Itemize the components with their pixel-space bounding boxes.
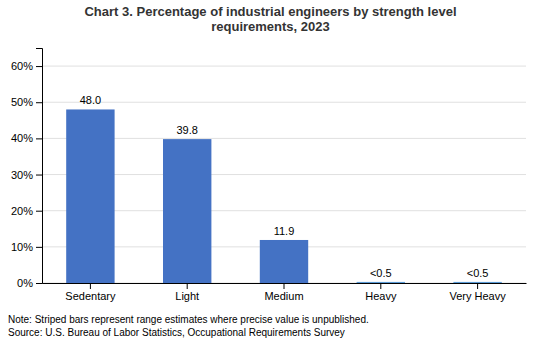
data-label: 48.0 [80,94,101,106]
note: Source: U.S. Bureau of Labor Statistics,… [8,327,345,338]
data-label: <0.5 [467,267,489,279]
x-tick-mark [477,283,478,289]
grid [42,66,526,283]
y-tick-label: 10% [11,241,33,253]
y-tick: 10% [11,241,42,253]
x-tick: Light [175,283,199,302]
y-tick-mark [36,247,42,248]
axis-domain [36,49,43,284]
y-tick: 60% [11,60,42,72]
y-tick-mark [36,66,42,67]
x-tick-label: Very Heavy [449,290,506,302]
chart: Chart 3. Percentage of industrial engine… [0,0,541,345]
note: Note: Striped bars represent range estim… [8,314,369,325]
bar [66,109,114,283]
y-tick-label: 30% [11,169,33,181]
y-tick-mark [36,138,42,139]
x-tick: Very Heavy [449,283,506,302]
x-tick-label: Sedentary [65,290,116,302]
data-label: 11.9 [274,225,295,237]
data-label: 39.8 [176,124,197,136]
bars [66,109,502,283]
title: Chart 3. Percentage of industrial engine… [84,4,456,34]
x-tick-mark [187,283,188,289]
y-tick: 40% [11,132,42,144]
y-tick-label: 0% [17,277,33,289]
y-tick-label: 20% [11,205,33,217]
y-tick-label: 50% [11,96,33,108]
bar [260,240,308,283]
bar [163,139,211,283]
x-tick: Medium [264,283,303,302]
y-axis: 0% 10% 20% 30% 40% 50% 60% [11,49,43,290]
x-tick-mark [380,283,381,289]
x-tick-mark [90,283,91,289]
y-tick: 0% [17,277,42,289]
y-tick: 30% [11,169,42,181]
y-tick-label: 60% [11,60,33,72]
bar [357,282,405,283]
x-tick: Sedentary [65,283,116,302]
grid-line [42,102,526,103]
x-tick-label: Heavy [365,290,397,302]
y-tick-mark [36,175,42,176]
data-labels: 48.0 39.8 11.9 <0.5 <0.5 [80,94,489,278]
bar [453,282,501,283]
data-label: <0.5 [370,267,392,279]
x-tick: Heavy [365,283,397,302]
y-tick: 20% [11,205,42,217]
x-tick-label: Medium [264,290,303,302]
y-tick-label: 40% [11,132,33,144]
x-axis: Sedentary Light Medium Heavy Very Heavy [43,283,527,302]
y-tick-mark [36,211,42,212]
y-tick-mark [36,102,42,103]
x-tick-label: Light [175,290,199,302]
plot: 0% 10% 20% 30% 40% 50% 60% Sedentary Light Medium… [11,49,527,302]
y-tick-mark [36,283,42,284]
y-tick: 50% [11,96,42,108]
x-tick-mark [284,283,285,289]
grid-line [42,66,526,67]
